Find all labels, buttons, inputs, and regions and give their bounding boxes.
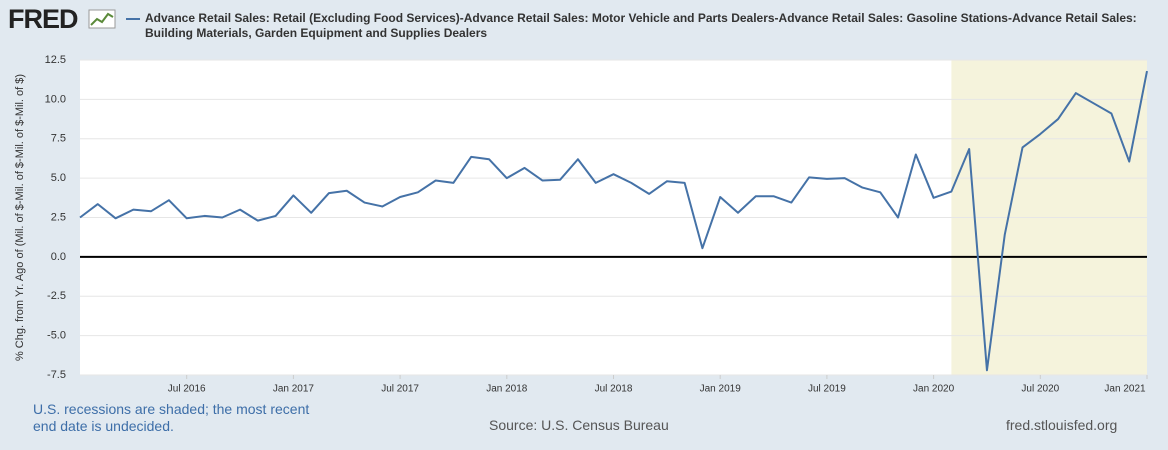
y-tick-label: -2.5	[47, 290, 66, 302]
x-tick-label: Jan 2018	[486, 384, 528, 395]
logo: FRED	[8, 4, 78, 34]
y-tick-label: 12.5	[45, 54, 66, 66]
source: Source: U.S. Census Bureau	[489, 417, 669, 433]
x-tick-label: Jul 2018	[595, 384, 633, 395]
y-tick-label: -7.5	[47, 369, 66, 381]
x-tick-label: Jul 2017	[381, 384, 419, 395]
y-axis-label: % Chg. from Yr. Ago of (Mil. of $-Mil. o…	[14, 74, 26, 361]
x-tick-label: Jul 2019	[808, 384, 846, 395]
y-tick-label: 0.0	[51, 251, 66, 263]
note: U.S. recessions are shaded; the most rec…	[33, 401, 310, 434]
x-tick-label: Jul 2016	[168, 384, 206, 395]
url: fred.stlouisfed.org	[1006, 417, 1118, 433]
x-tick-label: Jan 2019	[700, 384, 742, 395]
x-tick-label: Jan 2021	[1104, 384, 1146, 395]
legend-swatch	[126, 18, 140, 20]
x-tick-label: Jul 2020	[1021, 384, 1059, 395]
y-tick-label: 2.5	[51, 211, 66, 223]
y-tick-label: 10.0	[45, 93, 66, 105]
legend-entry: Advance Retail Sales: Retail (Excluding …	[145, 11, 1137, 40]
series-line	[79, 70, 1148, 372]
x-tick-label: Jan 2020	[913, 384, 955, 395]
y-tick-label: -5.0	[47, 330, 66, 342]
logo-icon	[88, 9, 116, 29]
y-tick-label: 5.0	[51, 172, 66, 184]
y-tick-label: 7.5	[51, 133, 66, 145]
x-tick-label: Jan 2017	[273, 384, 315, 395]
